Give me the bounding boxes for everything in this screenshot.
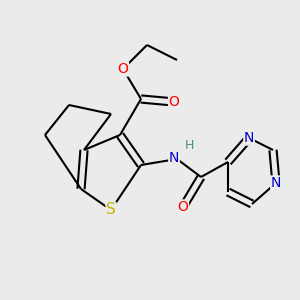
Text: H: H — [184, 139, 194, 152]
Text: O: O — [178, 200, 188, 214]
Text: N: N — [169, 151, 179, 164]
Text: S: S — [106, 202, 116, 217]
Text: O: O — [118, 62, 128, 76]
Text: N: N — [271, 176, 281, 190]
Text: N: N — [244, 131, 254, 145]
Text: O: O — [169, 95, 179, 109]
